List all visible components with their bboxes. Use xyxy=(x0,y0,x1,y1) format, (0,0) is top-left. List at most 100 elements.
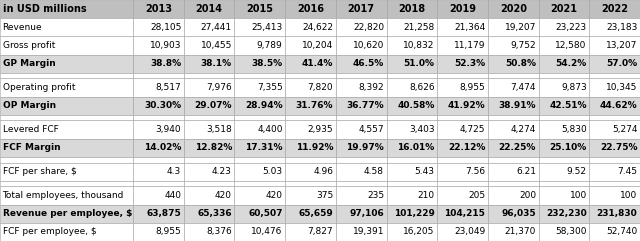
Bar xyxy=(234,55,285,73)
Bar xyxy=(437,55,488,73)
Bar xyxy=(285,36,336,55)
Text: 7,827: 7,827 xyxy=(308,227,333,236)
Bar xyxy=(488,162,539,181)
Bar xyxy=(589,79,640,97)
Bar xyxy=(0,55,133,73)
Text: 36.77%: 36.77% xyxy=(346,101,384,110)
Bar xyxy=(133,115,184,120)
Bar xyxy=(0,115,133,120)
Bar xyxy=(437,162,488,181)
Text: 100: 100 xyxy=(570,191,587,200)
Text: 50.8%: 50.8% xyxy=(505,59,536,68)
Text: 23,183: 23,183 xyxy=(606,23,637,32)
Bar xyxy=(589,97,640,115)
Bar xyxy=(387,139,437,157)
Bar xyxy=(285,55,336,73)
Bar xyxy=(589,186,640,205)
Text: Operating profit: Operating profit xyxy=(3,83,75,92)
Bar xyxy=(0,18,133,36)
Text: Revenue per employee, $: Revenue per employee, $ xyxy=(3,209,132,218)
Text: in USD millions: in USD millions xyxy=(3,4,86,14)
Text: 5,830: 5,830 xyxy=(561,125,587,134)
Text: 7,820: 7,820 xyxy=(308,83,333,92)
Text: 16,205: 16,205 xyxy=(403,227,435,236)
Text: 5.03: 5.03 xyxy=(262,167,283,176)
Text: 42.51%: 42.51% xyxy=(549,101,587,110)
Bar xyxy=(285,115,336,120)
Bar xyxy=(539,0,589,18)
Bar xyxy=(133,73,184,79)
Text: 21,258: 21,258 xyxy=(403,23,435,32)
Bar xyxy=(184,186,234,205)
Bar xyxy=(184,115,234,120)
Bar xyxy=(589,73,640,79)
Text: 8,392: 8,392 xyxy=(358,83,384,92)
Bar xyxy=(488,73,539,79)
Text: 46.5%: 46.5% xyxy=(353,59,384,68)
Bar xyxy=(336,186,387,205)
Bar xyxy=(336,139,387,157)
Bar xyxy=(539,157,589,162)
Bar xyxy=(589,223,640,241)
Bar xyxy=(336,18,387,36)
Bar xyxy=(336,205,387,223)
Text: 40.58%: 40.58% xyxy=(397,101,435,110)
Text: 2016: 2016 xyxy=(297,4,324,14)
Bar xyxy=(488,181,539,186)
Bar xyxy=(133,0,184,18)
Text: 22.12%: 22.12% xyxy=(448,143,485,152)
Text: 11,179: 11,179 xyxy=(454,41,485,50)
Text: 2013: 2013 xyxy=(145,4,172,14)
Bar xyxy=(539,223,589,241)
Bar xyxy=(184,162,234,181)
Bar xyxy=(488,157,539,162)
Bar xyxy=(0,181,133,186)
Bar xyxy=(539,55,589,73)
Text: 10,204: 10,204 xyxy=(302,41,333,50)
Bar xyxy=(387,79,437,97)
Bar xyxy=(184,0,234,18)
Bar xyxy=(285,223,336,241)
Text: 7.56: 7.56 xyxy=(465,167,485,176)
Text: 28,105: 28,105 xyxy=(150,23,181,32)
Text: 231,830: 231,830 xyxy=(596,209,637,218)
Bar xyxy=(234,18,285,36)
Text: 420: 420 xyxy=(266,191,283,200)
Bar xyxy=(539,120,589,139)
Bar xyxy=(336,73,387,79)
Bar xyxy=(234,73,285,79)
Text: 31.76%: 31.76% xyxy=(296,101,333,110)
Bar xyxy=(0,157,133,162)
Bar xyxy=(133,186,184,205)
Text: 3,403: 3,403 xyxy=(409,125,435,134)
Bar xyxy=(437,139,488,157)
Bar xyxy=(285,181,336,186)
Bar xyxy=(184,18,234,36)
Text: 101,229: 101,229 xyxy=(394,209,435,218)
Bar xyxy=(133,162,184,181)
Text: 41.92%: 41.92% xyxy=(448,101,485,110)
Bar xyxy=(336,157,387,162)
Bar xyxy=(539,115,589,120)
Bar xyxy=(539,181,589,186)
Bar xyxy=(488,97,539,115)
Bar xyxy=(589,0,640,18)
Bar xyxy=(234,223,285,241)
Text: 65,659: 65,659 xyxy=(299,209,333,218)
Text: 8,626: 8,626 xyxy=(409,83,435,92)
Bar xyxy=(589,139,640,157)
Bar xyxy=(539,186,589,205)
Bar xyxy=(184,120,234,139)
Text: 2014: 2014 xyxy=(196,4,223,14)
Bar xyxy=(285,18,336,36)
Bar xyxy=(488,18,539,36)
Text: 4,274: 4,274 xyxy=(511,125,536,134)
Text: 97,106: 97,106 xyxy=(349,209,384,218)
Bar xyxy=(387,223,437,241)
Bar xyxy=(133,223,184,241)
Bar xyxy=(234,120,285,139)
Bar xyxy=(437,181,488,186)
Bar xyxy=(387,115,437,120)
Text: 25.10%: 25.10% xyxy=(550,143,587,152)
Text: 9,752: 9,752 xyxy=(511,41,536,50)
